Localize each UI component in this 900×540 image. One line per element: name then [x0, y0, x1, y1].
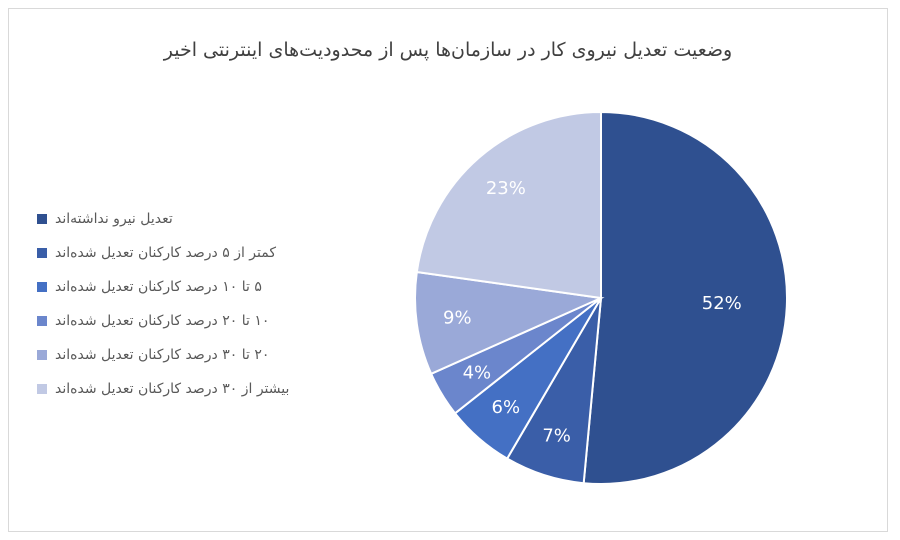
slice-label-1: 52%: [702, 293, 742, 314]
legend-label-6: بیشتر از ۳۰ درصد کارکنان تعدیل شده‌اند: [55, 381, 290, 397]
legend-item-6: بیشتر از ۳۰ درصد کارکنان تعدیل شده‌اند: [37, 379, 289, 399]
legend-item-1: تعدیل نیرو نداشته‌اند: [37, 209, 173, 229]
legend-swatch-3: [37, 282, 47, 292]
legend-swatch-5: [37, 350, 47, 360]
chart-title: وضعیت تعدیل نیروی کار در سازمان‌ها پس از…: [163, 39, 733, 61]
legend-item-5: ۲۰ تا ۳۰ درصد کارکنان تعدیل شده‌اند: [37, 345, 269, 365]
legend-swatch-1: [37, 214, 47, 224]
legend-item-3: ۵ تا ۱۰ درصد کارکنان تعدیل شده‌اند: [37, 277, 262, 297]
legend-label-4: ۱۰ تا ۲۰ درصد کارکنان تعدیل شده‌اند: [55, 313, 270, 329]
slice-label-3: 6%: [492, 397, 521, 418]
legend-label-3: ۵ تا ۱۰ درصد کارکنان تعدیل شده‌اند: [55, 279, 262, 295]
legend-item-2: کمتر از ۵ درصد کارکنان تعدیل شده‌اند: [37, 243, 276, 263]
legend-swatch-4: [37, 316, 47, 326]
legend-label-1: تعدیل نیرو نداشته‌اند: [55, 211, 173, 227]
legend-item-4: ۱۰ تا ۲۰ درصد کارکنان تعدیل شده‌اند: [37, 311, 269, 331]
legend-swatch-2: [37, 248, 47, 258]
pie-slice-6: [415, 110, 602, 300]
legend-swatch-6: [37, 384, 47, 394]
slice-label-5: 9%: [443, 308, 472, 329]
slice-label-4: 4%: [463, 363, 492, 384]
slice-label-2: 7%: [542, 426, 571, 447]
pie-slice-1: [582, 110, 788, 485]
legend-label-5: ۲۰ تا ۳۰ درصد کارکنان تعدیل شده‌اند: [55, 347, 270, 363]
legend-label-2: کمتر از ۵ درصد کارکنان تعدیل شده‌اند: [55, 245, 277, 261]
pie-slice-5: [414, 270, 605, 376]
slice-label-6: 23%: [486, 178, 526, 199]
